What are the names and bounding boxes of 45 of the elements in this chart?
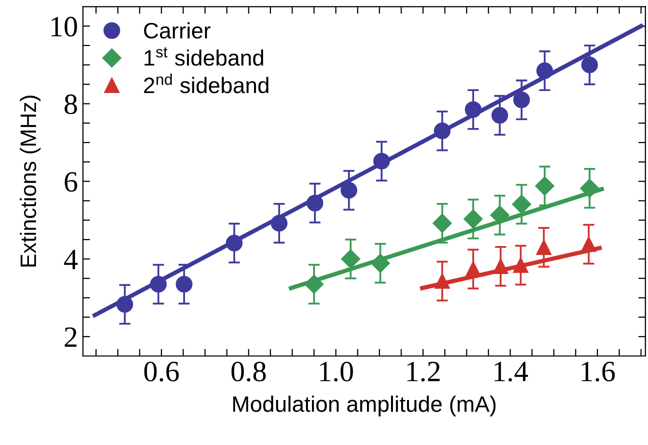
point: [341, 249, 360, 268]
x-tick-label: 0.6: [144, 362, 179, 382]
point: [466, 261, 481, 277]
point: [491, 107, 508, 124]
x-axis-title: Modulation amplitude (mA): [233, 396, 496, 416]
point: [432, 214, 452, 233]
y-tick-label: 6: [64, 172, 78, 192]
point: [513, 91, 530, 108]
y-tick-label: 2: [64, 327, 76, 347]
x-tick-label: 1.6: [582, 362, 615, 382]
point: [493, 258, 508, 274]
x-tick-label: 1.4: [494, 362, 528, 382]
x-tick-label: 1.2: [407, 362, 440, 382]
point: [513, 258, 528, 273]
y-tick-label: 4: [64, 250, 78, 270]
point: [370, 254, 390, 273]
point: [226, 234, 243, 252]
legend-label: Carrier: [144, 22, 210, 39]
point: [306, 194, 324, 212]
point: [434, 273, 450, 289]
point: [581, 236, 596, 252]
point: [176, 276, 192, 293]
point: [580, 178, 600, 198]
point: [512, 194, 532, 214]
point: [116, 296, 134, 313]
point: [304, 274, 324, 294]
point: [373, 152, 390, 170]
y-tick-label: 10: [51, 16, 77, 36]
point: [150, 276, 167, 293]
point: [340, 182, 358, 199]
point: [270, 214, 288, 232]
point: [535, 176, 554, 196]
x-tick-label: 1.0: [320, 362, 353, 382]
point: [464, 209, 483, 229]
legend-label: 1$^{st}$ sideband: [144, 47, 264, 66]
y-axis-title: Extinctions (MHz): [20, 96, 41, 267]
point: [464, 101, 482, 118]
point: [434, 122, 451, 140]
point: [490, 206, 510, 225]
point: [536, 240, 552, 255]
y-tick-label: 8: [64, 94, 77, 114]
point: [581, 56, 598, 74]
point: [536, 62, 554, 80]
x-tick-label: 0.8: [232, 362, 266, 382]
legend-label: 2$^{nd}$ sideband: [144, 74, 268, 94]
